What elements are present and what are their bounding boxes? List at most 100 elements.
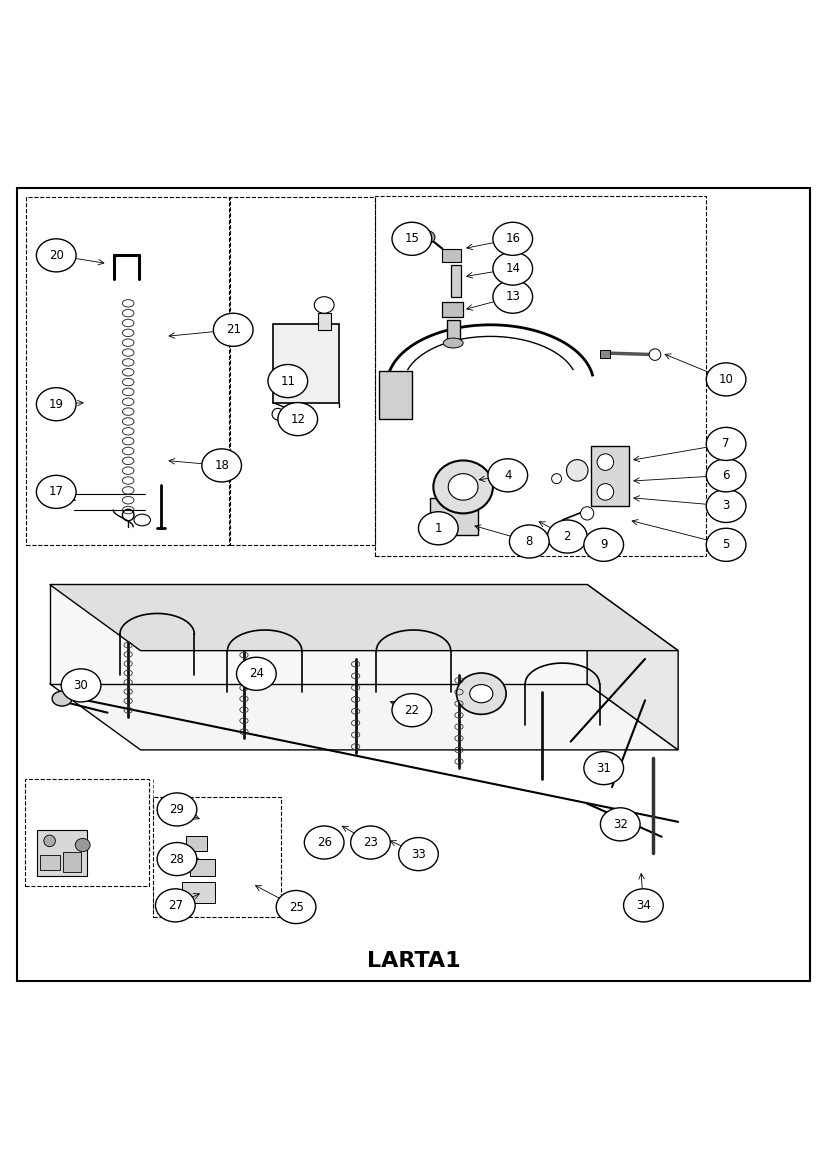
Ellipse shape bbox=[706, 458, 746, 492]
Text: 33: 33 bbox=[411, 848, 426, 860]
Text: 12: 12 bbox=[290, 413, 305, 426]
Text: 2: 2 bbox=[563, 530, 571, 544]
FancyBboxPatch shape bbox=[17, 187, 810, 982]
Text: 31: 31 bbox=[596, 761, 611, 775]
Polygon shape bbox=[587, 584, 678, 749]
Ellipse shape bbox=[509, 525, 549, 558]
FancyBboxPatch shape bbox=[447, 320, 460, 343]
Ellipse shape bbox=[448, 473, 478, 500]
Ellipse shape bbox=[581, 507, 594, 520]
Ellipse shape bbox=[36, 476, 76, 509]
Ellipse shape bbox=[213, 313, 253, 346]
Text: 20: 20 bbox=[49, 249, 64, 262]
Text: 25: 25 bbox=[289, 900, 304, 913]
Ellipse shape bbox=[624, 888, 663, 922]
Text: 32: 32 bbox=[613, 818, 628, 831]
Ellipse shape bbox=[493, 281, 533, 313]
Ellipse shape bbox=[36, 238, 76, 272]
FancyBboxPatch shape bbox=[273, 324, 339, 402]
Ellipse shape bbox=[75, 838, 90, 852]
Ellipse shape bbox=[547, 520, 587, 553]
Ellipse shape bbox=[597, 484, 614, 500]
Text: 4: 4 bbox=[504, 469, 512, 482]
Ellipse shape bbox=[418, 512, 458, 545]
Ellipse shape bbox=[433, 461, 493, 513]
Polygon shape bbox=[50, 584, 678, 651]
Ellipse shape bbox=[351, 826, 390, 859]
Text: 18: 18 bbox=[214, 459, 229, 472]
Ellipse shape bbox=[155, 888, 195, 922]
Text: LARTA1: LARTA1 bbox=[366, 950, 461, 970]
Ellipse shape bbox=[443, 338, 463, 348]
Ellipse shape bbox=[470, 685, 493, 703]
Text: 13: 13 bbox=[505, 290, 520, 303]
Ellipse shape bbox=[276, 891, 316, 924]
Ellipse shape bbox=[157, 843, 197, 876]
Text: 29: 29 bbox=[170, 803, 184, 816]
Text: 9: 9 bbox=[600, 538, 608, 552]
Polygon shape bbox=[50, 584, 587, 684]
Ellipse shape bbox=[202, 449, 241, 482]
Text: 16: 16 bbox=[505, 233, 520, 245]
FancyBboxPatch shape bbox=[591, 447, 629, 506]
FancyBboxPatch shape bbox=[442, 302, 463, 317]
Ellipse shape bbox=[493, 253, 533, 285]
Ellipse shape bbox=[600, 808, 640, 841]
Ellipse shape bbox=[237, 657, 276, 691]
Ellipse shape bbox=[566, 459, 588, 482]
Ellipse shape bbox=[488, 458, 528, 492]
Ellipse shape bbox=[278, 402, 318, 436]
Ellipse shape bbox=[289, 408, 300, 420]
Ellipse shape bbox=[61, 669, 101, 701]
Text: 24: 24 bbox=[249, 667, 264, 680]
FancyBboxPatch shape bbox=[190, 859, 215, 876]
Ellipse shape bbox=[314, 297, 334, 313]
Ellipse shape bbox=[304, 826, 344, 859]
Ellipse shape bbox=[268, 365, 308, 397]
Ellipse shape bbox=[457, 673, 506, 714]
Ellipse shape bbox=[584, 528, 624, 561]
FancyBboxPatch shape bbox=[40, 855, 60, 870]
Ellipse shape bbox=[706, 490, 746, 523]
FancyBboxPatch shape bbox=[430, 498, 478, 535]
FancyBboxPatch shape bbox=[37, 830, 87, 876]
Text: 27: 27 bbox=[168, 899, 183, 912]
Text: 7: 7 bbox=[722, 437, 730, 450]
Text: 5: 5 bbox=[723, 538, 729, 552]
Text: 6: 6 bbox=[722, 469, 730, 482]
Text: 30: 30 bbox=[74, 679, 88, 692]
Text: 3: 3 bbox=[723, 499, 729, 512]
Ellipse shape bbox=[552, 473, 562, 484]
Ellipse shape bbox=[52, 691, 72, 706]
Ellipse shape bbox=[157, 793, 197, 826]
Ellipse shape bbox=[272, 408, 284, 420]
Ellipse shape bbox=[649, 348, 661, 360]
Ellipse shape bbox=[44, 835, 55, 846]
Ellipse shape bbox=[584, 752, 624, 784]
Ellipse shape bbox=[392, 693, 432, 727]
FancyBboxPatch shape bbox=[379, 371, 412, 420]
Ellipse shape bbox=[493, 222, 533, 255]
Ellipse shape bbox=[418, 230, 435, 244]
FancyBboxPatch shape bbox=[600, 350, 610, 358]
Text: 19: 19 bbox=[49, 397, 64, 410]
Text: 11: 11 bbox=[280, 374, 295, 388]
Ellipse shape bbox=[706, 362, 746, 396]
Ellipse shape bbox=[36, 388, 76, 421]
Polygon shape bbox=[50, 684, 678, 749]
Text: 8: 8 bbox=[526, 535, 533, 548]
Text: 14: 14 bbox=[505, 262, 520, 275]
Ellipse shape bbox=[392, 222, 432, 255]
Text: 23: 23 bbox=[363, 836, 378, 849]
Text: 1: 1 bbox=[434, 521, 442, 534]
FancyBboxPatch shape bbox=[318, 313, 331, 330]
Text: 34: 34 bbox=[636, 899, 651, 912]
Ellipse shape bbox=[706, 528, 746, 561]
Text: 26: 26 bbox=[317, 836, 332, 849]
Ellipse shape bbox=[597, 454, 614, 470]
Text: 10: 10 bbox=[719, 373, 734, 386]
FancyBboxPatch shape bbox=[186, 836, 207, 851]
Text: 22: 22 bbox=[404, 704, 419, 717]
FancyBboxPatch shape bbox=[451, 265, 461, 297]
FancyBboxPatch shape bbox=[442, 249, 461, 262]
